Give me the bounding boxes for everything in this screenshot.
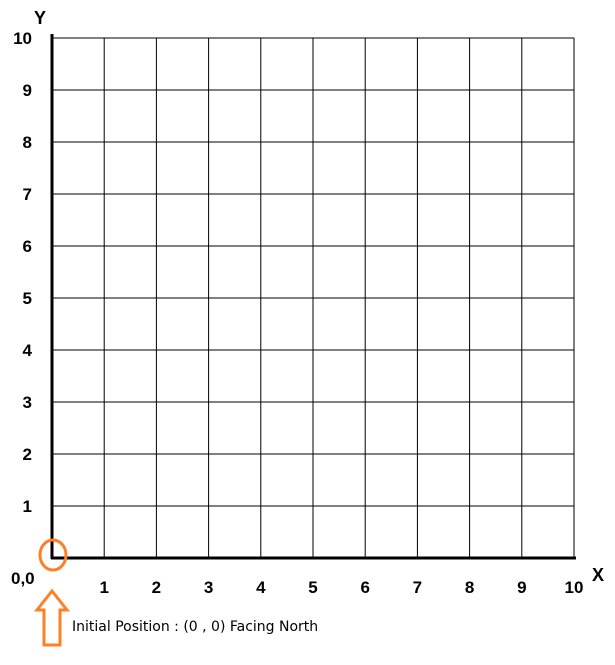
y-tick-label: 6 xyxy=(23,237,32,256)
y-tick-label: 10 xyxy=(13,29,32,48)
y-tick-label: 5 xyxy=(23,289,32,308)
x-tick-label: 3 xyxy=(204,578,213,597)
x-tick-label: 2 xyxy=(152,578,161,597)
origin-label: 0,0 xyxy=(11,569,35,588)
y-tick-label: 4 xyxy=(23,341,33,360)
y-tick-label: 3 xyxy=(23,393,32,412)
tick-labels: 1 2 3 4 5 6 7 8 9 10 1 2 3 4 5 6 7 8 9 10 xyxy=(13,29,583,597)
x-tick-label: 6 xyxy=(360,578,369,597)
x-tick-label: 8 xyxy=(465,578,474,597)
initial-position-caption: Initial Position : (0 , 0) Facing North xyxy=(72,619,318,635)
y-tick-label: 2 xyxy=(23,445,32,464)
circle-icon xyxy=(38,538,68,572)
y-tick-label: 1 xyxy=(23,497,32,516)
x-tick-label: 7 xyxy=(413,578,422,597)
x-tick-label: 9 xyxy=(517,578,526,597)
x-tick-label: 1 xyxy=(99,578,108,597)
y-tick-label: 8 xyxy=(23,133,32,152)
x-tick-label: 10 xyxy=(565,578,584,597)
y-axis-title: Y xyxy=(34,8,46,28)
up-arrow-icon xyxy=(33,588,71,647)
x-axis-title: X xyxy=(592,565,604,585)
x-tick-label: 4 xyxy=(256,578,266,597)
grid-lines xyxy=(52,37,575,558)
x-tick-label: 5 xyxy=(308,578,317,597)
y-tick-label: 9 xyxy=(23,81,32,100)
axes xyxy=(50,34,576,560)
y-tick-label: 7 xyxy=(23,185,32,204)
